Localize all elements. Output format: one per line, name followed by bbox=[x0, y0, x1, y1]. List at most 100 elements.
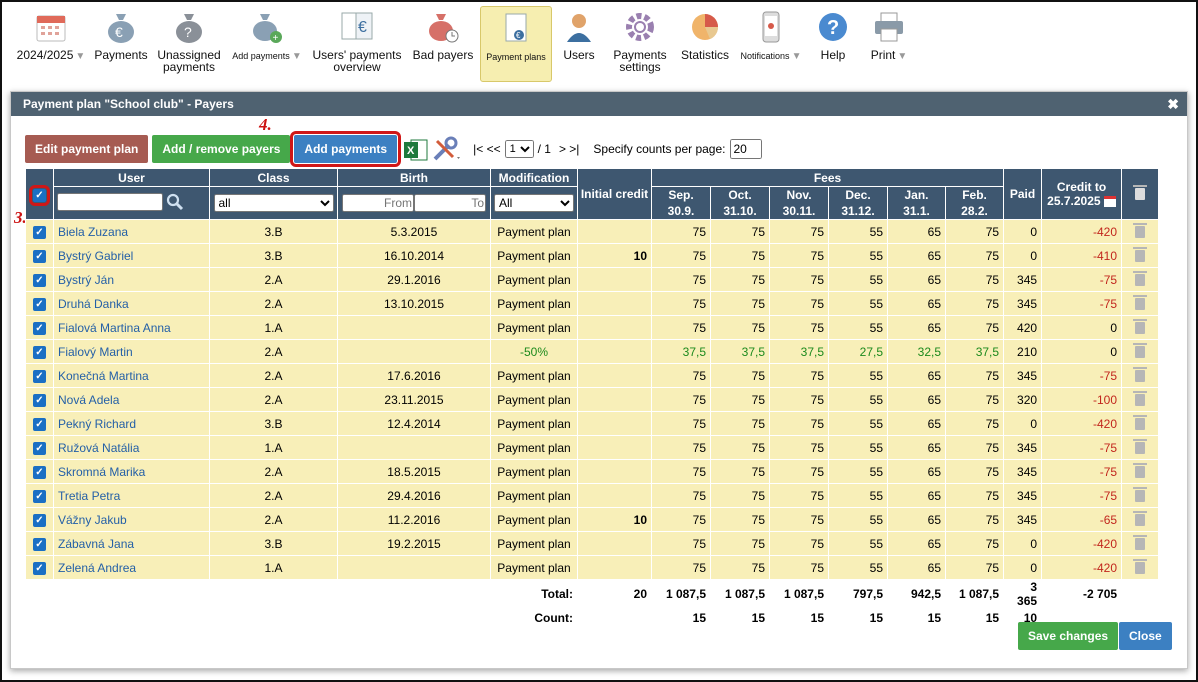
row-checkbox[interactable]: ✓ bbox=[33, 298, 46, 311]
user-name-link[interactable]: Konečná Martina bbox=[53, 363, 210, 388]
trash-icon[interactable] bbox=[1133, 294, 1148, 310]
fee-month-header[interactable]: Oct. 31.10. bbox=[710, 186, 770, 220]
user-name-link[interactable]: Bystrý Gabriel bbox=[53, 243, 210, 268]
birth-header[interactable]: Birth bbox=[337, 168, 491, 187]
fee-cell[interactable]: 75 bbox=[651, 243, 711, 268]
toolbar-2024-2025[interactable]: 2024/2025 ▼ bbox=[12, 6, 90, 63]
fee-cell[interactable]: 75 bbox=[651, 363, 711, 388]
fee-cell[interactable]: 75 bbox=[769, 531, 829, 556]
user-name-link[interactable]: Tretia Petra bbox=[53, 483, 210, 508]
user-name-link[interactable]: Zábavná Jana bbox=[53, 531, 210, 556]
modification-cell[interactable]: Payment plan bbox=[490, 267, 578, 292]
fee-cell[interactable]: 55 bbox=[828, 363, 888, 388]
toolbar-unassigned-payments[interactable]: ? Unassigned payments bbox=[152, 6, 226, 73]
fee-cell[interactable]: 75 bbox=[651, 387, 711, 412]
fee-cell[interactable]: 65 bbox=[887, 315, 946, 340]
delete-all-header[interactable] bbox=[1121, 168, 1160, 220]
fee-cell[interactable]: 75 bbox=[769, 483, 829, 508]
modification-cell[interactable]: Payment plan bbox=[490, 387, 578, 412]
fee-cell[interactable]: 65 bbox=[887, 387, 946, 412]
trash-icon[interactable] bbox=[1133, 510, 1148, 526]
fee-cell[interactable]: 75 bbox=[710, 483, 770, 508]
initial-credit-cell[interactable] bbox=[577, 459, 652, 484]
row-checkbox[interactable]: ✓ bbox=[33, 490, 46, 503]
row-checkbox[interactable]: ✓ bbox=[33, 346, 46, 359]
row-checkbox[interactable]: ✓ bbox=[33, 418, 46, 431]
row-checkbox[interactable]: ✓ bbox=[33, 226, 46, 239]
fee-cell[interactable]: 75 bbox=[944, 459, 1005, 484]
fee-cell[interactable]: 75 bbox=[944, 411, 1005, 436]
fee-cell[interactable]: 75 bbox=[651, 267, 711, 292]
initial-credit-cell[interactable] bbox=[577, 531, 652, 556]
user-name-link[interactable]: Fialová Martina Anna bbox=[53, 315, 210, 340]
modification-cell[interactable]: -50% bbox=[490, 339, 578, 364]
fee-cell[interactable]: 75 bbox=[710, 243, 770, 268]
fee-cell[interactable]: 55 bbox=[828, 315, 888, 340]
row-checkbox[interactable]: ✓ bbox=[33, 370, 46, 383]
fee-cell[interactable]: 75 bbox=[710, 411, 770, 436]
fee-cell[interactable]: 75 bbox=[944, 555, 1005, 580]
fee-cell[interactable]: 65 bbox=[887, 291, 946, 316]
fee-cell[interactable]: 75 bbox=[651, 507, 711, 532]
fee-cell[interactable]: 65 bbox=[887, 435, 946, 460]
calendar-icon[interactable] bbox=[1103, 196, 1116, 208]
fee-cell[interactable]: 75 bbox=[710, 315, 770, 340]
fee-cell[interactable]: 27,5 bbox=[828, 339, 888, 364]
initial-credit-cell[interactable]: 10 bbox=[577, 507, 652, 532]
trash-icon[interactable] bbox=[1133, 185, 1148, 200]
user-name-link[interactable]: Vážny Jakub bbox=[53, 507, 210, 532]
initial-credit-cell[interactable] bbox=[577, 555, 652, 580]
row-checkbox[interactable]: ✓ bbox=[33, 466, 46, 479]
initial-credit-cell[interactable]: 10 bbox=[577, 243, 652, 268]
fee-cell[interactable]: 55 bbox=[828, 291, 888, 316]
class-header[interactable]: Class bbox=[209, 168, 338, 187]
fee-cell[interactable]: 55 bbox=[828, 387, 888, 412]
add-remove-payers-button[interactable]: Add / remove payers bbox=[152, 135, 291, 163]
fee-cell[interactable]: 75 bbox=[769, 267, 829, 292]
fee-cell[interactable]: 75 bbox=[944, 243, 1005, 268]
dropdown-arrow-icon[interactable]: ▼ bbox=[897, 51, 908, 62]
fee-cell[interactable]: 75 bbox=[944, 219, 1005, 244]
fee-cell[interactable]: 75 bbox=[944, 267, 1005, 292]
row-checkbox[interactable]: ✓ bbox=[33, 538, 46, 551]
fee-cell[interactable]: 75 bbox=[710, 363, 770, 388]
user-name-link[interactable]: Biela Zuzana bbox=[53, 219, 210, 244]
trash-icon[interactable] bbox=[1133, 534, 1148, 550]
trash-icon[interactable] bbox=[1133, 486, 1148, 502]
fee-cell[interactable]: 55 bbox=[828, 459, 888, 484]
modification-header[interactable]: Modification bbox=[490, 168, 578, 187]
mod-filter-select[interactable]: All bbox=[494, 194, 574, 212]
fee-cell[interactable]: 55 bbox=[828, 483, 888, 508]
fee-cell[interactable]: 75 bbox=[710, 387, 770, 412]
toolbar-payment-plans[interactable]: € Payment plans bbox=[480, 6, 552, 82]
user-name-link[interactable]: Druhá Danka bbox=[53, 291, 210, 316]
row-checkbox[interactable]: ✓ bbox=[33, 274, 46, 287]
user-name-link[interactable]: Zelená Andrea bbox=[53, 555, 210, 580]
toolbar-payments-settings[interactable]: Payments settings bbox=[606, 6, 674, 73]
toolbar-bad-payers[interactable]: Bad payers bbox=[408, 6, 478, 61]
row-checkbox[interactable]: ✓ bbox=[33, 442, 46, 455]
initial-credit-cell[interactable] bbox=[577, 435, 652, 460]
save-changes-button[interactable]: Save changes bbox=[1018, 622, 1119, 650]
toolbar-notifications[interactable]: Notifications ▼ bbox=[736, 6, 806, 63]
pager-next-last[interactable]: > >| bbox=[558, 142, 580, 156]
user-name-link[interactable]: Bystrý Ján bbox=[53, 267, 210, 292]
modification-cell[interactable]: Payment plan bbox=[490, 243, 578, 268]
fee-cell[interactable]: 75 bbox=[651, 315, 711, 340]
fee-cell[interactable]: 65 bbox=[887, 483, 946, 508]
fee-cell[interactable]: 75 bbox=[944, 315, 1005, 340]
toolbar-users[interactable]: Users bbox=[554, 6, 604, 61]
fee-cell[interactable]: 75 bbox=[710, 555, 770, 580]
modification-cell[interactable]: Payment plan bbox=[490, 555, 578, 580]
trash-icon[interactable] bbox=[1133, 558, 1148, 574]
initial-credit-cell[interactable] bbox=[577, 411, 652, 436]
fee-cell[interactable]: 55 bbox=[828, 507, 888, 532]
trash-icon[interactable] bbox=[1133, 414, 1148, 430]
fee-cell[interactable]: 65 bbox=[887, 411, 946, 436]
fee-cell[interactable]: 37,5 bbox=[710, 339, 770, 364]
toolbar-payments[interactable]: € Payments bbox=[92, 6, 150, 61]
fee-cell[interactable]: 75 bbox=[651, 531, 711, 556]
modification-cell[interactable]: Payment plan bbox=[490, 483, 578, 508]
close-button[interactable]: Close bbox=[1119, 622, 1172, 650]
row-checkbox[interactable]: ✓ bbox=[33, 562, 46, 575]
